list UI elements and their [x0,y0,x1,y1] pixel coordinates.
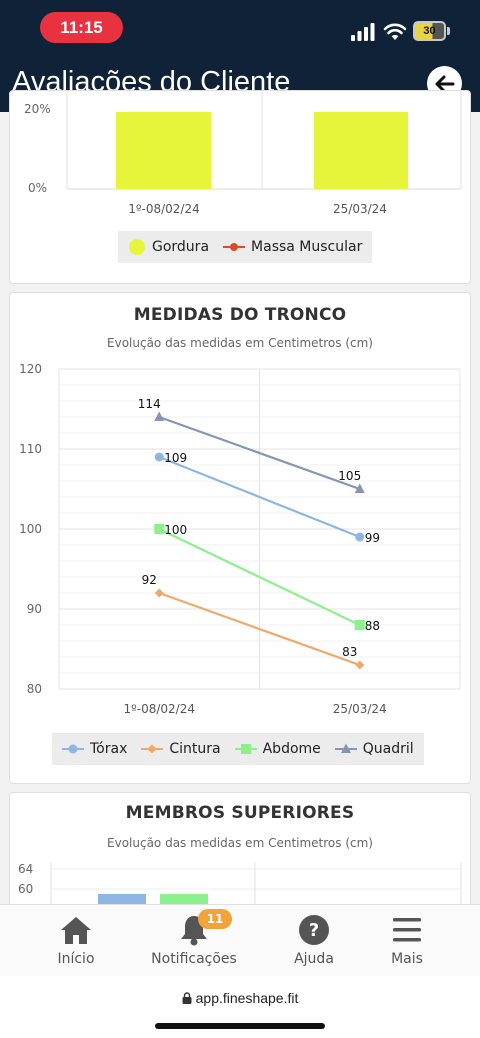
line-marker-icon [223,243,246,251]
trunk-legend: Tórax Cintura Abdome Quadril [52,733,424,765]
nav-item-ajuda[interactable]: ? Ajuda [264,913,364,967]
point-abdome-1 [154,524,165,534]
point-quadril-2 [354,483,365,493]
trunk-line-chart: 120 110 100 90 80 1º-08/02/24 25/03/24 109 99 92 8… [19,362,461,716]
y-tick-label: 80 [27,682,42,696]
battery-tip [447,27,450,35]
legend-item-cintura[interactable]: Cintura [141,741,221,757]
bar-gordura-2 [314,112,408,189]
svg-text:?: ? [309,920,319,941]
legend-label: Tórax [90,741,128,757]
card-subtitle: Evolução das medidas em Centimetros (cm) [107,336,373,350]
series-line-abdome [158,528,361,626]
legend-item-abdome[interactable]: Abdome [234,741,321,757]
point-cintura-2 [355,660,365,670]
legend-item-massa-muscular[interactable]: Massa Muscular [223,239,362,255]
point-torax-1 [154,452,164,462]
card-title: MEMBROS SUPERIORES [125,803,355,823]
status-time: 11:15 [40,12,123,43]
series-line-cintura [158,591,361,667]
y-tick-20: 20% [24,102,51,116]
diamond-marker-icon [141,744,164,754]
nav-label: Início [57,951,95,967]
data-label-quadril: 105 [338,469,361,483]
x-tick-label: 1º-08/02/24 [123,702,195,716]
x-tick-label: 25/03/24 [333,702,387,716]
point-abdome-2 [354,620,365,630]
nav-label: Notificações [151,951,237,967]
circle-marker-icon [129,239,145,255]
y-tick-label: 120 [19,362,42,376]
upper-limbs-card: MEMBROS SUPERIORES Evolução das medidas … [9,792,471,923]
browser-url-bar[interactable]: app.fineshape.fit [0,976,480,1038]
card-subtitle: Evolução das medidas em Centimetros (cm) [107,836,373,850]
home-icon [61,917,91,944]
nav-item-notificacoes[interactable]: 11 Notificações [144,909,244,967]
data-label-torax: 109 [164,451,187,465]
x-tick-2: 25/03/24 [333,202,387,216]
nav-label: Mais [391,951,423,967]
menu-icon [393,918,421,942]
nav-label: Ajuda [294,951,334,967]
y-tick-label: 110 [19,442,42,456]
bottom-navigation: Início 11 Notificações ? Ajuda [0,904,480,976]
data-label-cintura: 92 [142,573,157,587]
notification-badge: 11 [198,909,232,929]
nav-item-inicio[interactable]: Início [26,913,126,967]
url-text: app.fineshape.fit [195,990,299,1006]
composition-card: 20% 0% 1º-08/02/24 25/03/24 Gordura Mass… [9,90,471,284]
legend-label: Cintura [169,741,221,757]
point-cintura-1 [154,588,164,598]
composition-legend: Gordura Massa Muscular [118,231,373,263]
data-label-abdome: 100 [164,523,187,537]
y-tick-64: 64 [18,862,33,876]
arrow-left-icon [435,75,454,92]
legend-item-gordura[interactable]: Gordura [128,238,209,256]
help-icon: ? [299,915,329,945]
legend-label: Quadril [362,741,414,757]
composition-chart: 20% 0% 1º-08/02/24 25/03/24 [24,91,462,216]
home-indicator[interactable] [155,1023,325,1029]
cellular-signal-icon [351,23,375,41]
legend-item-torax[interactable]: Tórax [62,741,127,757]
data-label-cintura: 83 [342,645,357,659]
data-label-quadril: 114 [138,397,161,411]
point-torax-2 [355,532,365,542]
legend-item-quadril[interactable]: Quadril [334,741,414,757]
y-tick-0: 0% [28,181,47,195]
legend-label: Gordura [152,239,210,255]
card-title: MEDIDAS DO TRONCO [133,305,347,325]
square-marker-icon [234,744,257,754]
y-tick-label: 100 [19,522,42,536]
y-tick-60: 60 [18,882,33,896]
point-quadril-1 [154,411,165,421]
nav-item-mais[interactable]: Mais [357,913,457,967]
series-line-quadril [158,415,361,491]
battery-icon: 30 [413,21,446,41]
legend-label: Abdome [262,741,321,757]
y-tick-label: 90 [27,602,42,616]
series-line-torax [158,455,361,539]
circle-marker-icon [62,744,84,754]
lock-icon [182,992,192,1004]
x-tick-1: 1º-08/02/24 [128,202,200,216]
bar-gordura-1 [116,112,211,189]
triangle-marker-icon [334,743,357,753]
data-label-torax: 99 [365,531,380,545]
data-label-abdome: 88 [365,619,380,633]
trunk-measures-card: MEDIDAS DO TRONCO Evolução das medidas e… [9,292,471,784]
wifi-icon [383,23,407,40]
url-display[interactable]: app.fineshape.fit [0,990,480,1006]
legend-label: Massa Muscular [251,239,363,255]
